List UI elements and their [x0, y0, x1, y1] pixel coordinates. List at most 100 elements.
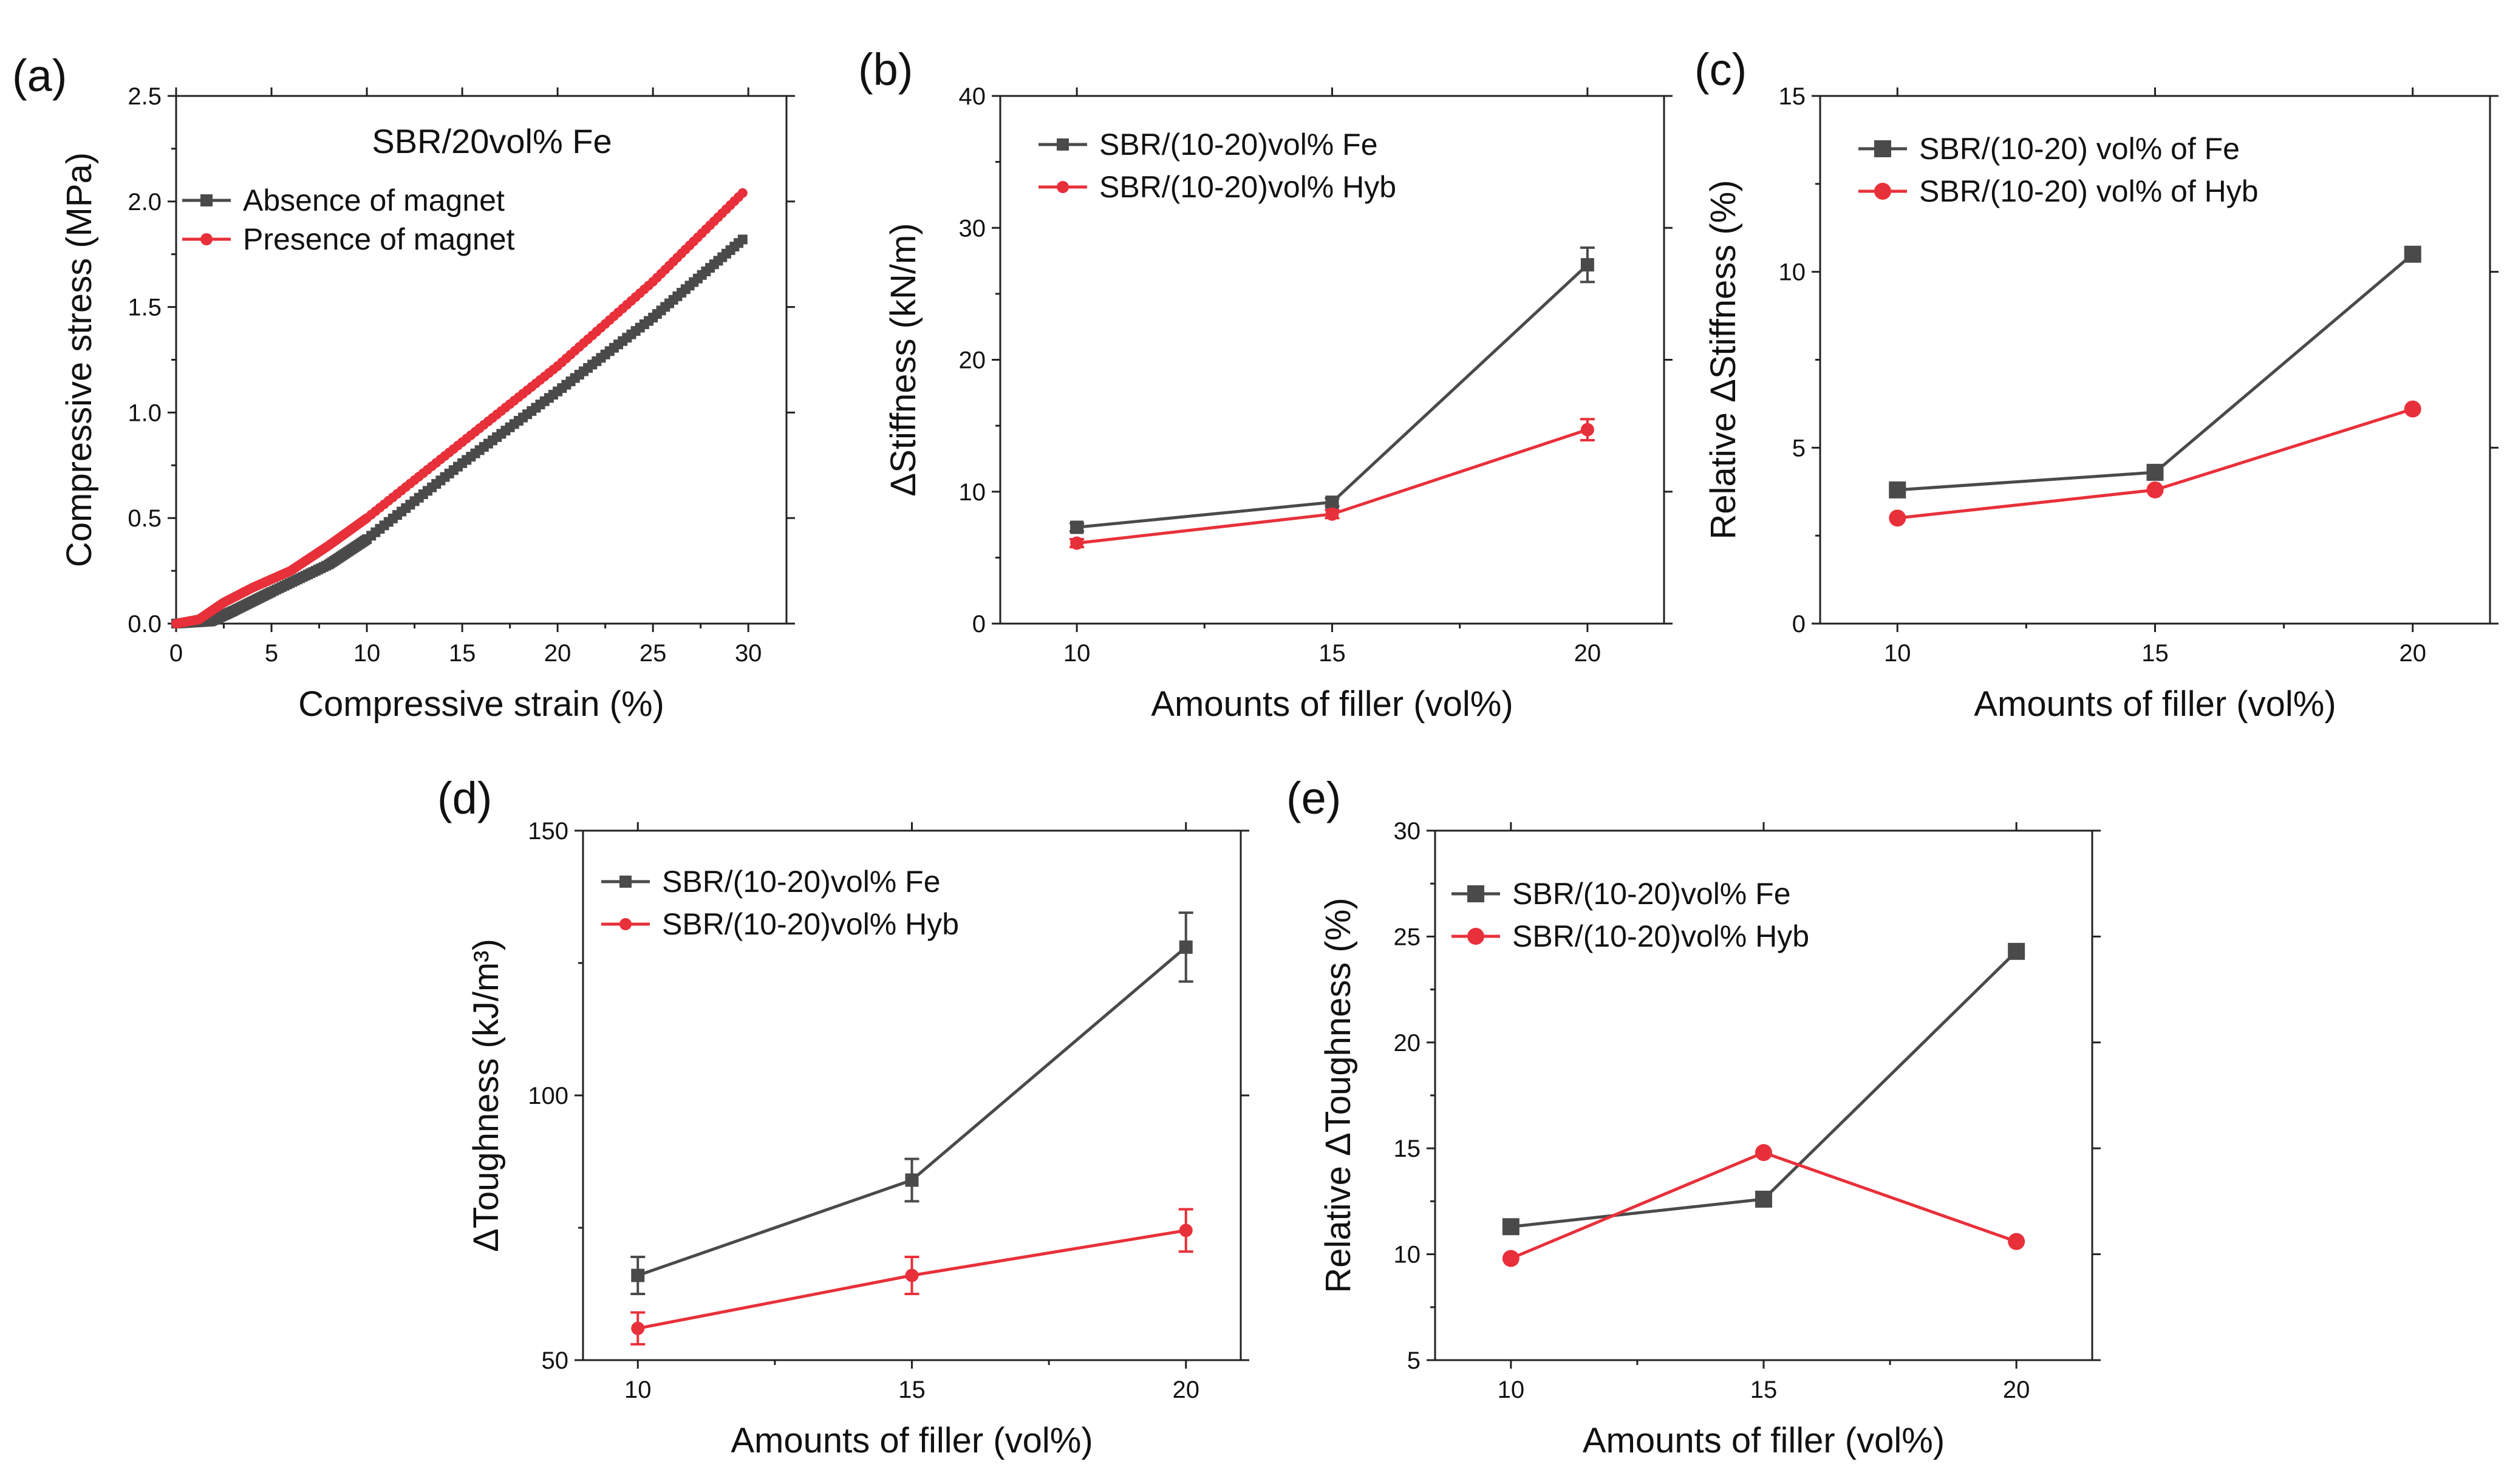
panel-e-label: (e)	[1286, 773, 1341, 823]
panel-d-legend-marker	[619, 918, 632, 930]
panel-a-series-line	[176, 192, 744, 625]
panel-a-x-tick-label: 20	[544, 640, 571, 667]
panel-e-series-hyb	[1502, 1144, 2025, 1267]
panel-b-y-tick-label: 30	[959, 215, 986, 242]
panel-b-data-point	[1580, 423, 1594, 437]
panel-b-data-point	[1580, 258, 1594, 272]
panel-e-x-axis-title: Amounts of filler (vol%)	[1583, 1421, 1945, 1460]
panel-b-label: (b)	[858, 44, 913, 95]
panel-e-y-tick-label: 30	[1394, 818, 1421, 845]
panel-b-x-tick-label: 20	[1574, 640, 1601, 667]
panel-a-legend-item: Absence of magnet	[182, 183, 505, 217]
panel-c-data-point	[1889, 481, 1906, 499]
panel-c-data-point	[1889, 509, 1906, 527]
panel-b-series-line	[1076, 264, 1589, 529]
panel-b-y-axis-title: ΔStiffness (kN/m)	[884, 223, 923, 496]
panel-e-y-tick-label: 5	[1407, 1347, 1421, 1374]
panel-c-series-line	[1897, 407, 2413, 520]
panel-a-title: SBR/20vol% Fe	[372, 122, 612, 160]
panel-d-chart: 10 15 20 50 100 150 Amounts of filler (vol%) ΔT…	[437, 773, 1249, 1460]
panel-b-data-point	[1325, 507, 1339, 521]
panel-e-data-point	[1502, 1218, 1520, 1236]
panel-a-legend-marker	[200, 233, 213, 245]
panel-e-series-fe	[1502, 942, 2025, 1236]
panel-a-label: (a)	[12, 50, 67, 101]
panel-d-legend-item: SBR/(10-20)vol% Fe	[601, 865, 941, 899]
panel-d-series-line	[637, 945, 1187, 1277]
panel-d-data-point	[1179, 940, 1193, 954]
panel-c-legend-marker	[1874, 183, 1891, 200]
panel-c-series-line	[1897, 253, 2414, 492]
panel-a-x-tick-label: 25	[640, 640, 667, 667]
panel-d-x-tick-label: 15	[898, 1377, 926, 1403]
panel-e-data-point	[1755, 1190, 1772, 1208]
panel-a-data-point	[737, 188, 748, 198]
panel-b-y-tick-label: 20	[959, 347, 986, 374]
panel-d-series-fe	[630, 911, 1193, 1295]
panel-a-legend-item: Presence of magnet	[182, 222, 515, 256]
panel-c-x-tick-label: 15	[2141, 640, 2169, 667]
panel-d-label: (d)	[437, 773, 492, 823]
panel-e-data-point	[1755, 1144, 1772, 1162]
panel-c-legend-label: SBR/(10-20) vol% of Hyb	[1919, 174, 2259, 208]
panel-d-data-point	[1179, 1224, 1193, 1237]
panel-a-legend-label: Presence of magnet	[243, 222, 515, 256]
panel-c-y-tick-label: 10	[1779, 259, 1806, 286]
panel-e-data-point	[2008, 942, 2025, 960]
panel-e-legend-item: SBR/(10-20)vol% Hyb	[1451, 919, 1809, 953]
panel-a-y-tick-label: 1.5	[128, 294, 162, 321]
panel-b-legend-marker	[1057, 138, 1069, 151]
panel-d-y-tick-label: 100	[528, 1083, 568, 1109]
panel-b-chart: 10 15 20 0 10 20 30 40 Amounts of filler (vol%) Δ…	[858, 44, 1673, 724]
panel-a-y-tick-label: 2.5	[128, 83, 162, 110]
panel-e-data-point	[2008, 1233, 2025, 1250]
panel-b-y-tick-label: 0	[972, 611, 986, 638]
panel-d-legend-marker	[619, 876, 632, 888]
panel-c-x-axis-title: Amounts of filler (vol%)	[1974, 684, 2336, 724]
panel-d-x-tick-label: 10	[624, 1377, 652, 1403]
panel-e-legend-label: SBR/(10-20)vol% Hyb	[1512, 919, 1809, 953]
panel-a-x-axis-title: Compressive strain (%)	[298, 684, 664, 724]
panel-e-chart: 10 15 20 5 10 15 20 25 30 Amounts of filler (vol%…	[1286, 773, 2101, 1460]
panel-d-y-axis-title: ΔToughness (kJ/m³)	[466, 939, 506, 1252]
panel-b-series-hyb	[1069, 418, 1595, 550]
panel-c-data-point	[2404, 245, 2421, 263]
panel-a-y-tick-label: 2.0	[128, 189, 162, 216]
panel-b-legend-item: SBR/(10-20)vol% Fe	[1039, 128, 1378, 162]
panel-c-x-tick-label: 20	[2399, 640, 2426, 667]
panel-a-x-tick-label: 30	[735, 640, 762, 667]
panel-e-y-tick-label: 10	[1394, 1242, 1421, 1268]
panel-b-legend-item: SBR/(10-20)vol% Hyb	[1039, 170, 1396, 204]
panel-e-y-tick-label: 15	[1394, 1135, 1421, 1162]
panel-c-data-point	[2146, 463, 2164, 481]
panel-a-series-hyb	[171, 188, 748, 628]
panel-c-y-tick-label: 15	[1779, 83, 1806, 110]
panel-b-y-tick-label: 40	[959, 83, 986, 110]
panel-a-x-tick-label: 15	[449, 640, 476, 667]
panel-c-chart: 10 15 20 0 5 10 15 Amounts of filler (vol%) Rela…	[1694, 44, 2498, 724]
panel-d-legend-label: SBR/(10-20)vol% Fe	[662, 865, 941, 899]
panel-d-data-point	[631, 1268, 645, 1282]
panel-a-x-tick-label: 10	[353, 640, 381, 667]
panel-d-data-point	[905, 1268, 919, 1282]
panel-a-y-tick-label: 0.5	[128, 505, 162, 532]
panel-a-series-line	[176, 238, 744, 625]
panel-b-legend-label: SBR/(10-20)vol% Fe	[1099, 128, 1378, 162]
panel-d-x-axis-title: Amounts of filler (vol%)	[731, 1421, 1093, 1460]
panel-a-data-point	[737, 234, 748, 245]
panel-a-legend-label: Absence of magnet	[243, 183, 505, 217]
panel-a-legend-marker	[200, 194, 213, 206]
panel-b-x-tick-label: 10	[1063, 640, 1091, 667]
panel-e-y-tick-label: 20	[1394, 1030, 1421, 1057]
panel-e-legend-marker	[1467, 885, 1484, 902]
panel-a-plot-frame	[175, 95, 788, 625]
panel-d-legend-label: SBR/(10-20)vol% Hyb	[662, 907, 959, 941]
panel-b-series-line	[1076, 428, 1588, 545]
panel-e-legend-label: SBR/(10-20)vol% Fe	[1512, 877, 1791, 911]
panel-a-y-tick-label: 1.0	[128, 400, 162, 426]
panel-b-legend-marker	[1057, 181, 1069, 193]
panel-b-data-point	[1070, 520, 1084, 534]
panel-d-y-tick-label: 150	[528, 818, 568, 845]
panel-c-legend-item: SBR/(10-20) vol% of Fe	[1858, 132, 2240, 166]
panel-e-data-point	[1502, 1250, 1520, 1267]
